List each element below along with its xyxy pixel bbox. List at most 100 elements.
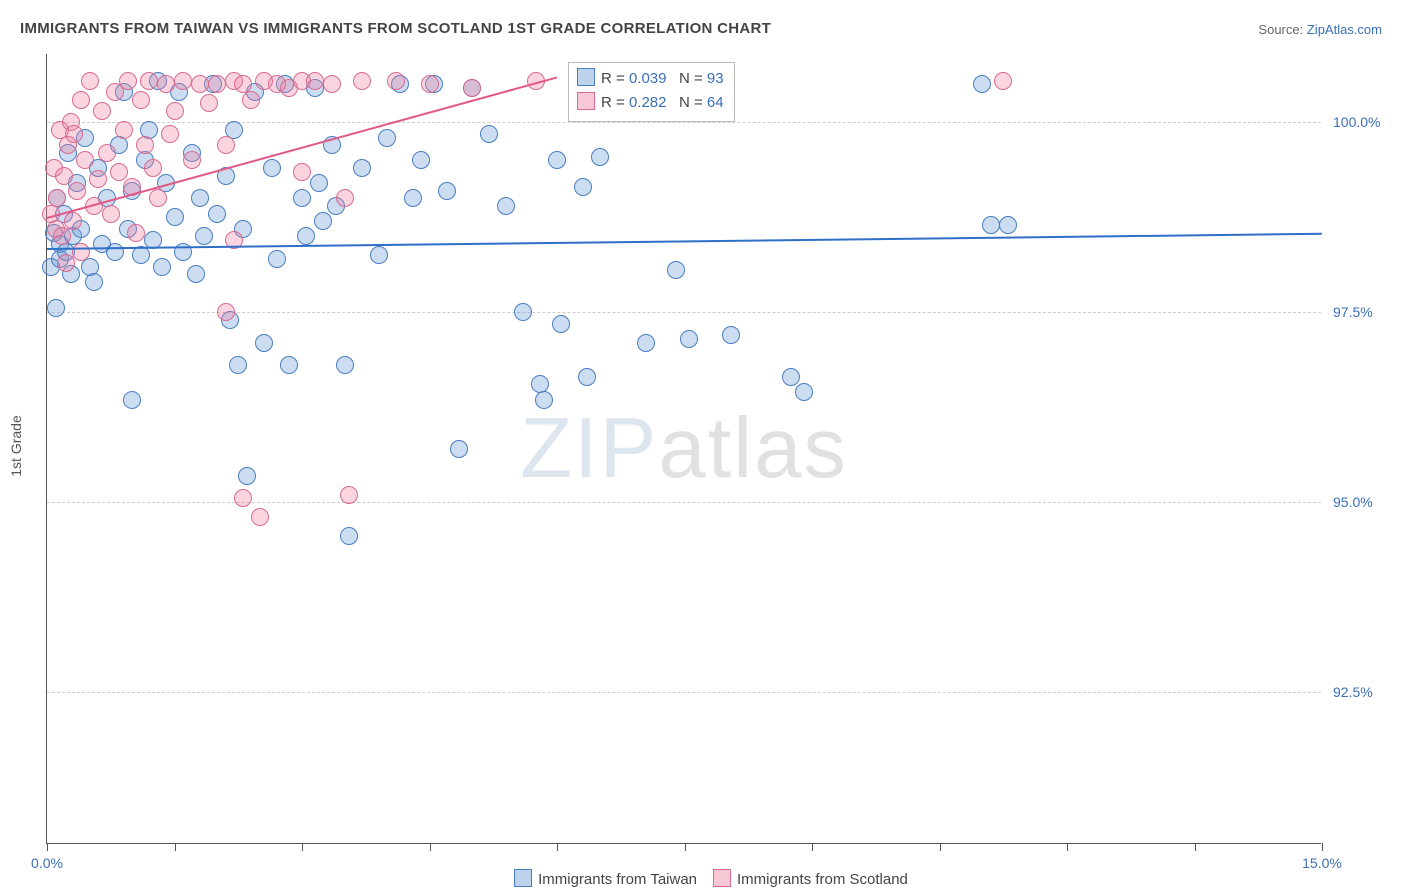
data-point xyxy=(102,205,120,223)
stats-n-label: N = xyxy=(666,94,706,111)
watermark: ZIPatlas xyxy=(520,400,848,498)
data-point xyxy=(378,129,396,147)
data-point xyxy=(68,182,86,200)
bottom-legend: Immigrants from Taiwan Immigrants from Sc… xyxy=(0,869,1406,888)
data-point xyxy=(782,368,800,386)
data-point xyxy=(548,151,566,169)
plot-area: ZIPatlas 92.5%95.0%97.5%100.0%0.0%15.0% xyxy=(46,54,1321,844)
data-point xyxy=(263,159,281,177)
data-point xyxy=(438,182,456,200)
data-point xyxy=(297,227,315,245)
data-point xyxy=(680,330,698,348)
gridline xyxy=(47,692,1321,693)
data-point xyxy=(574,178,592,196)
data-point xyxy=(57,254,75,272)
data-point xyxy=(514,303,532,321)
data-point xyxy=(999,216,1017,234)
data-point xyxy=(293,189,311,207)
data-point xyxy=(200,94,218,112)
legend-swatch xyxy=(577,68,595,86)
data-point xyxy=(187,265,205,283)
data-point xyxy=(110,163,128,181)
stats-n-label: N = xyxy=(666,70,706,87)
data-point xyxy=(72,243,90,261)
data-point xyxy=(174,72,192,90)
data-point xyxy=(637,334,655,352)
data-point xyxy=(255,334,273,352)
data-point xyxy=(314,212,332,230)
legend-swatch xyxy=(713,869,731,887)
data-point xyxy=(480,125,498,143)
data-point xyxy=(242,91,260,109)
data-point xyxy=(234,489,252,507)
x-tick xyxy=(812,843,813,851)
data-point xyxy=(98,144,116,162)
data-point xyxy=(157,75,175,93)
x-tick xyxy=(1195,843,1196,851)
data-point xyxy=(306,72,324,90)
data-point xyxy=(293,163,311,181)
legend-swatch xyxy=(514,869,532,887)
data-point xyxy=(119,72,137,90)
data-point xyxy=(93,102,111,120)
legend-label: Immigrants from Scotland xyxy=(737,871,908,888)
legend-label: Immigrants from Taiwan xyxy=(538,871,697,888)
data-point xyxy=(982,216,1000,234)
data-point xyxy=(535,391,553,409)
watermark-part2: atlas xyxy=(658,401,848,496)
data-point xyxy=(161,125,179,143)
data-point xyxy=(323,75,341,93)
y-tick-label: 95.0% xyxy=(1333,494,1393,510)
data-point xyxy=(340,486,358,504)
data-point xyxy=(64,212,82,230)
source-label: Source: xyxy=(1258,22,1303,37)
x-tick xyxy=(302,843,303,851)
data-point xyxy=(191,189,209,207)
stats-row: R = 0.282 N = 64 xyxy=(577,91,724,115)
data-point xyxy=(268,250,286,268)
data-point xyxy=(132,246,150,264)
data-point xyxy=(123,391,141,409)
x-tick xyxy=(685,843,686,851)
data-point xyxy=(795,383,813,401)
chart-title: IMMIGRANTS FROM TAIWAN VS IMMIGRANTS FRO… xyxy=(20,20,771,37)
data-point xyxy=(421,75,439,93)
data-point xyxy=(591,148,609,166)
data-point xyxy=(153,258,171,276)
data-point xyxy=(140,72,158,90)
data-point xyxy=(55,167,73,185)
data-point xyxy=(387,72,405,90)
y-tick-label: 92.5% xyxy=(1333,684,1393,700)
data-point xyxy=(251,508,269,526)
x-tick xyxy=(1322,843,1323,851)
data-point xyxy=(404,189,422,207)
data-point xyxy=(217,303,235,321)
data-point xyxy=(370,246,388,264)
data-point xyxy=(166,208,184,226)
data-point xyxy=(48,189,66,207)
data-point xyxy=(994,72,1012,90)
data-point xyxy=(412,151,430,169)
y-tick-label: 100.0% xyxy=(1333,114,1393,130)
stats-box: R = 0.039 N = 93R = 0.282 N = 64 xyxy=(568,62,735,122)
data-point xyxy=(85,273,103,291)
stats-r-value: 0.039 xyxy=(629,70,667,87)
stats-n-value: 93 xyxy=(707,70,724,87)
y-tick-label: 97.5% xyxy=(1333,304,1393,320)
data-point xyxy=(578,368,596,386)
x-tick xyxy=(1067,843,1068,851)
stats-r-value: 0.282 xyxy=(629,94,667,111)
data-point xyxy=(238,467,256,485)
x-tick xyxy=(47,843,48,851)
data-point xyxy=(115,121,133,139)
data-point xyxy=(280,356,298,374)
source-link[interactable]: ZipAtlas.com xyxy=(1307,22,1382,37)
x-tick xyxy=(940,843,941,851)
data-point xyxy=(174,243,192,261)
data-point xyxy=(552,315,570,333)
data-point xyxy=(149,189,167,207)
data-point xyxy=(340,527,358,545)
data-point xyxy=(336,356,354,374)
data-point xyxy=(89,170,107,188)
data-point xyxy=(722,326,740,344)
